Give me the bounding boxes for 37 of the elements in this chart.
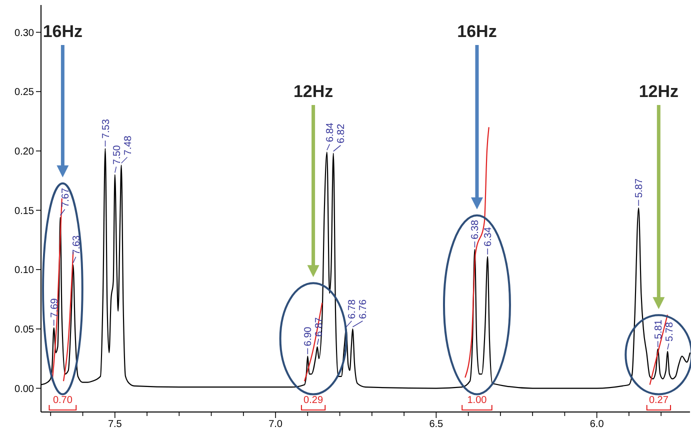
annotation: 5.87 bbox=[634, 178, 646, 198]
annotation: 6.76 bbox=[358, 299, 370, 319]
annotation: 6.82 bbox=[336, 123, 348, 144]
annotation: 5.81 bbox=[653, 319, 664, 340]
annotation: 6.38 bbox=[470, 220, 482, 240]
annotation: 6.87 bbox=[314, 316, 326, 337]
y-tick-label: 0.10 bbox=[14, 265, 34, 276]
x-tick-label: 7.0 bbox=[268, 419, 283, 430]
annotation: 7.50 bbox=[112, 144, 123, 165]
annotation: 1.00 bbox=[467, 395, 488, 406]
annotation: 7.63 bbox=[71, 234, 82, 255]
annotation: 6.78 bbox=[347, 299, 358, 319]
x-tick-label: 7.5 bbox=[108, 419, 122, 430]
annotation: 7.67 bbox=[60, 188, 72, 208]
annotation: 6.84 bbox=[325, 122, 336, 142]
annotation: 7.69 bbox=[49, 298, 60, 318]
annotation: 6.34 bbox=[483, 226, 494, 247]
annotation: 12Hz bbox=[638, 82, 679, 101]
y-tick-label: 0.25 bbox=[14, 87, 34, 98]
y-tick-label: 0.20 bbox=[14, 146, 34, 158]
annotation: 16Hz bbox=[457, 22, 497, 41]
y-tick-label: 0.15 bbox=[14, 206, 34, 217]
annotation: 12Hz bbox=[293, 82, 334, 101]
y-tick-label: 0.05 bbox=[14, 324, 34, 336]
y-tick-label: 0.30 bbox=[14, 28, 34, 39]
annotation: 0.70 bbox=[52, 395, 73, 406]
annotation: 7.53 bbox=[100, 118, 112, 139]
x-tick-label: 6.0 bbox=[590, 419, 604, 430]
line-series bbox=[464, 126, 490, 378]
annotation: 6.90 bbox=[303, 326, 314, 346]
annotation: 7.48 bbox=[122, 135, 134, 156]
x-tick-label: 6.5 bbox=[429, 419, 444, 430]
annotation: 5.78 bbox=[664, 322, 676, 342]
annotation: 0.27 bbox=[648, 395, 669, 406]
annotation: 16Hz bbox=[42, 22, 83, 41]
annotation: 0.29 bbox=[304, 395, 324, 406]
y-tick-label: 0.00 bbox=[14, 384, 34, 395]
